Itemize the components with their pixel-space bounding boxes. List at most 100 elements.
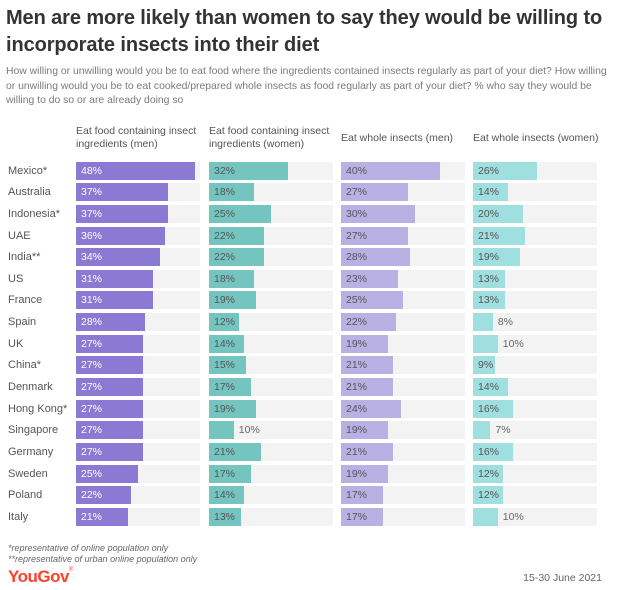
- data-label: 22%: [346, 316, 368, 329]
- bar: [473, 226, 526, 245]
- category-label: India**: [8, 251, 41, 264]
- data-label: 22%: [81, 489, 103, 502]
- bar: [209, 378, 252, 396]
- data-label: 25%: [214, 207, 236, 220]
- category-label: China*: [8, 359, 42, 372]
- data-label: 16%: [478, 402, 500, 415]
- data-label: 19%: [214, 402, 236, 415]
- bar: [473, 442, 513, 461]
- data-label: 26%: [478, 164, 500, 177]
- bar: [209, 356, 247, 375]
- data-label: 25%: [346, 294, 368, 307]
- data-label: 10%: [502, 510, 524, 523]
- data-label: 10%: [502, 337, 524, 350]
- bar: [209, 226, 264, 245]
- data-label: 27%: [346, 186, 368, 199]
- data-label: 21%: [346, 359, 368, 372]
- category-label: Mexico*: [8, 164, 48, 177]
- bar-track: [473, 507, 597, 526]
- bar: [341, 204, 416, 223]
- category-label: France: [8, 294, 43, 307]
- bar: [76, 486, 131, 505]
- data-label: 19%: [346, 337, 368, 350]
- category-label: Italy: [8, 510, 29, 523]
- data-label: 21%: [346, 381, 368, 393]
- bar: [341, 399, 401, 418]
- data-label: 32%: [214, 164, 236, 177]
- data-label: 13%: [478, 294, 500, 307]
- bar: [473, 269, 506, 288]
- data-label: 17%: [214, 467, 236, 480]
- column-header-label: Eat food containing insect ingredients (…: [209, 125, 330, 150]
- bar: [473, 291, 506, 310]
- bar: [473, 464, 503, 483]
- bar: [209, 507, 242, 526]
- data-label: 27%: [81, 337, 103, 350]
- data-label: 19%: [346, 424, 368, 437]
- bar: [341, 334, 389, 353]
- logo-mark-icon: ®: [68, 567, 73, 573]
- data-label: 37%: [81, 207, 103, 220]
- bar: [473, 248, 521, 267]
- data-label: 19%: [214, 294, 236, 307]
- bar: [76, 291, 153, 310]
- bar: [341, 442, 394, 461]
- category-label: Australia: [8, 186, 51, 199]
- bar: [76, 399, 143, 418]
- bar: [209, 313, 239, 332]
- bar: [209, 399, 257, 418]
- category-label: Hong Kong*: [8, 402, 68, 415]
- bar: [473, 421, 491, 440]
- bar: [341, 464, 389, 483]
- bar: [473, 204, 523, 223]
- bar: [209, 486, 244, 505]
- data-label: 20%: [478, 207, 500, 220]
- bar: [209, 442, 262, 461]
- bar: [76, 226, 166, 245]
- column-header-men-whole: Eat whole insects (men): [341, 116, 469, 160]
- data-label: 18%: [214, 186, 236, 199]
- bar: [341, 226, 408, 245]
- data-label: 19%: [346, 467, 368, 480]
- data-label: 19%: [478, 251, 500, 264]
- data-label: 22%: [214, 229, 236, 242]
- bar: [209, 334, 244, 353]
- bar: [76, 248, 161, 267]
- data-label: 12%: [214, 316, 236, 329]
- bar: [341, 378, 394, 396]
- bar-track: [209, 421, 333, 440]
- bar: [76, 334, 143, 353]
- data-label: 17%: [346, 510, 368, 523]
- data-label: 17%: [346, 489, 368, 502]
- data-label: 24%: [346, 402, 368, 415]
- data-label: 10%: [238, 424, 260, 437]
- data-label: 23%: [346, 272, 368, 285]
- bar: [76, 464, 138, 483]
- bar: [341, 183, 408, 202]
- bar: [76, 378, 143, 396]
- data-label: 12%: [478, 489, 500, 502]
- data-label: 8%: [497, 316, 514, 329]
- bar: [341, 507, 384, 526]
- footnote-online: *representative of online population onl…: [8, 543, 169, 553]
- bar: [341, 313, 396, 332]
- data-label: 40%: [346, 164, 368, 177]
- data-label: 22%: [214, 251, 236, 264]
- data-label: 27%: [81, 424, 103, 437]
- brand-name: YouGov: [8, 567, 69, 586]
- data-label: 7%: [495, 424, 511, 437]
- bar: [473, 486, 503, 505]
- data-label: 14%: [214, 337, 236, 350]
- bar: [76, 507, 129, 526]
- bar: [76, 161, 196, 180]
- bar-track: [473, 356, 597, 375]
- category-label: UAE: [8, 229, 31, 242]
- bar: [76, 204, 168, 223]
- column-header-women-whole: Eat whole insects (women): [473, 116, 601, 160]
- column-header-men-ingredients: Eat food containing insect ingredients (…: [76, 116, 204, 160]
- data-label: 13%: [478, 272, 500, 285]
- bar: [209, 161, 289, 180]
- data-label: 12%: [478, 467, 500, 480]
- data-label: 13%: [214, 510, 236, 523]
- chart-title: Men are more likely than women to say th…: [6, 7, 603, 56]
